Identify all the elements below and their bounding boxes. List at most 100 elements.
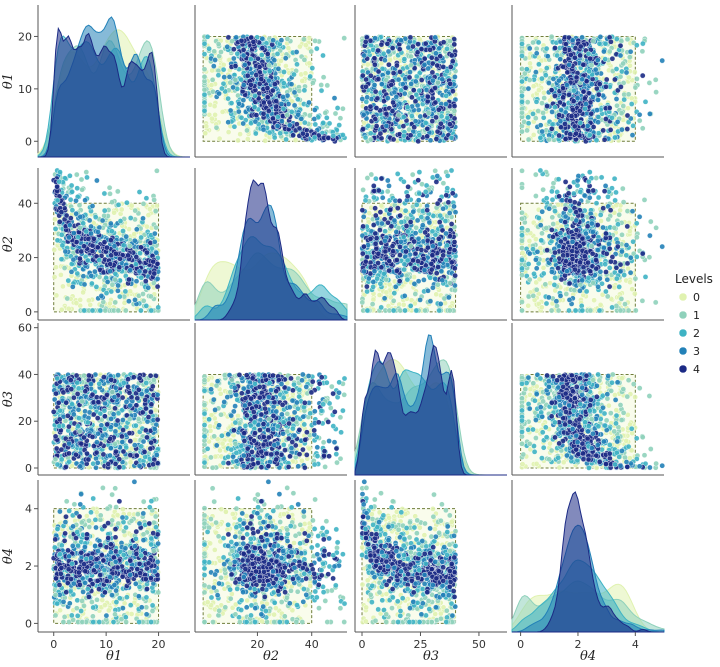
point-level-1 bbox=[323, 110, 328, 115]
point-level-4 bbox=[452, 104, 457, 109]
point-level-3 bbox=[409, 81, 414, 86]
point-level-0 bbox=[293, 137, 298, 142]
point-level-2 bbox=[202, 41, 207, 46]
point-level-3 bbox=[128, 268, 133, 273]
point-level-4 bbox=[90, 243, 95, 248]
point-level-4 bbox=[597, 82, 602, 87]
point-level-1 bbox=[447, 308, 452, 313]
point-level-3 bbox=[241, 82, 246, 87]
point-level-4 bbox=[372, 62, 377, 67]
point-level-2 bbox=[139, 275, 144, 280]
point-level-2 bbox=[149, 308, 154, 313]
point-level-2 bbox=[544, 46, 549, 51]
point-level-0 bbox=[112, 210, 117, 215]
point-level-3 bbox=[418, 114, 423, 119]
point-level-1 bbox=[228, 80, 233, 85]
point-level-3 bbox=[146, 285, 151, 290]
point-level-3 bbox=[533, 70, 538, 75]
y-tick-label: 10 bbox=[18, 83, 32, 96]
point-level-3 bbox=[396, 77, 401, 82]
point-level-3 bbox=[95, 229, 100, 234]
point-level-0 bbox=[212, 104, 217, 109]
point-level-4 bbox=[589, 111, 594, 116]
point-level-1 bbox=[452, 288, 457, 293]
point-level-2 bbox=[438, 213, 443, 218]
point-level-3 bbox=[69, 269, 74, 274]
point-level-2 bbox=[109, 289, 114, 294]
point-level-4 bbox=[376, 77, 381, 82]
point-level-4 bbox=[435, 63, 440, 68]
point-level-4 bbox=[596, 92, 601, 97]
point-level-2 bbox=[578, 120, 583, 125]
point-level-3 bbox=[386, 49, 391, 54]
point-level-1 bbox=[233, 77, 238, 82]
point-level-3 bbox=[226, 120, 231, 125]
point-level-2 bbox=[444, 93, 449, 98]
y-tick-label: 0 bbox=[25, 306, 32, 319]
point-level-2 bbox=[409, 113, 414, 118]
point-level-2 bbox=[109, 229, 114, 234]
point-level-2 bbox=[97, 257, 102, 262]
point-level-1 bbox=[340, 106, 345, 111]
point-level-4 bbox=[433, 85, 438, 90]
point-level-2 bbox=[229, 101, 234, 106]
point-level-1 bbox=[338, 116, 343, 121]
point-level-2 bbox=[417, 132, 422, 137]
point-level-0 bbox=[209, 83, 214, 88]
point-level-3 bbox=[281, 94, 286, 99]
point-level-1 bbox=[77, 203, 82, 208]
point-level-3 bbox=[266, 78, 271, 83]
point-level-4 bbox=[389, 82, 394, 87]
point-level-4 bbox=[254, 72, 259, 77]
point-level-2 bbox=[340, 132, 345, 137]
point-level-3 bbox=[398, 38, 403, 43]
point-level-2 bbox=[379, 305, 384, 310]
point-level-4 bbox=[565, 70, 570, 75]
point-level-2 bbox=[116, 202, 121, 207]
point-level-1 bbox=[633, 85, 638, 90]
point-level-0 bbox=[297, 44, 302, 49]
point-level-4 bbox=[126, 277, 131, 282]
point-level-4 bbox=[434, 115, 439, 120]
point-level-1 bbox=[654, 90, 659, 95]
point-level-1 bbox=[525, 128, 530, 133]
point-level-4 bbox=[625, 113, 630, 118]
point-level-3 bbox=[570, 38, 575, 43]
point-level-2 bbox=[634, 43, 639, 48]
point-level-2 bbox=[202, 92, 207, 97]
point-level-2 bbox=[519, 93, 524, 98]
point-level-3 bbox=[227, 74, 232, 79]
point-level-2 bbox=[281, 106, 286, 111]
point-level-3 bbox=[81, 274, 86, 279]
point-level-3 bbox=[241, 53, 246, 58]
point-level-2 bbox=[57, 179, 62, 184]
point-level-1 bbox=[302, 57, 307, 62]
point-level-4 bbox=[375, 96, 380, 101]
point-level-4 bbox=[59, 210, 64, 215]
point-level-2 bbox=[207, 46, 212, 51]
point-level-1 bbox=[396, 112, 401, 117]
point-level-4 bbox=[410, 44, 415, 49]
point-level-0 bbox=[132, 232, 137, 237]
point-level-4 bbox=[384, 111, 389, 116]
point-level-3 bbox=[67, 235, 72, 240]
point-level-4 bbox=[552, 93, 557, 98]
point-level-4 bbox=[379, 136, 384, 141]
point-level-1 bbox=[102, 213, 107, 218]
point-level-4 bbox=[450, 89, 455, 94]
point-level-3 bbox=[87, 218, 92, 223]
point-level-4 bbox=[108, 238, 113, 243]
point-level-4 bbox=[549, 126, 554, 131]
point-level-1 bbox=[525, 100, 530, 105]
point-level-3 bbox=[155, 276, 160, 281]
point-level-4 bbox=[640, 73, 645, 78]
point-level-2 bbox=[640, 41, 645, 46]
point-level-4 bbox=[452, 116, 457, 121]
point-level-2 bbox=[327, 121, 332, 126]
point-level-1 bbox=[414, 225, 419, 230]
point-level-3 bbox=[545, 54, 550, 59]
panel-r0-c0: 01020θ1 bbox=[1, 5, 190, 157]
point-level-4 bbox=[563, 136, 568, 141]
point-level-3 bbox=[362, 53, 367, 58]
point-level-0 bbox=[238, 132, 243, 137]
